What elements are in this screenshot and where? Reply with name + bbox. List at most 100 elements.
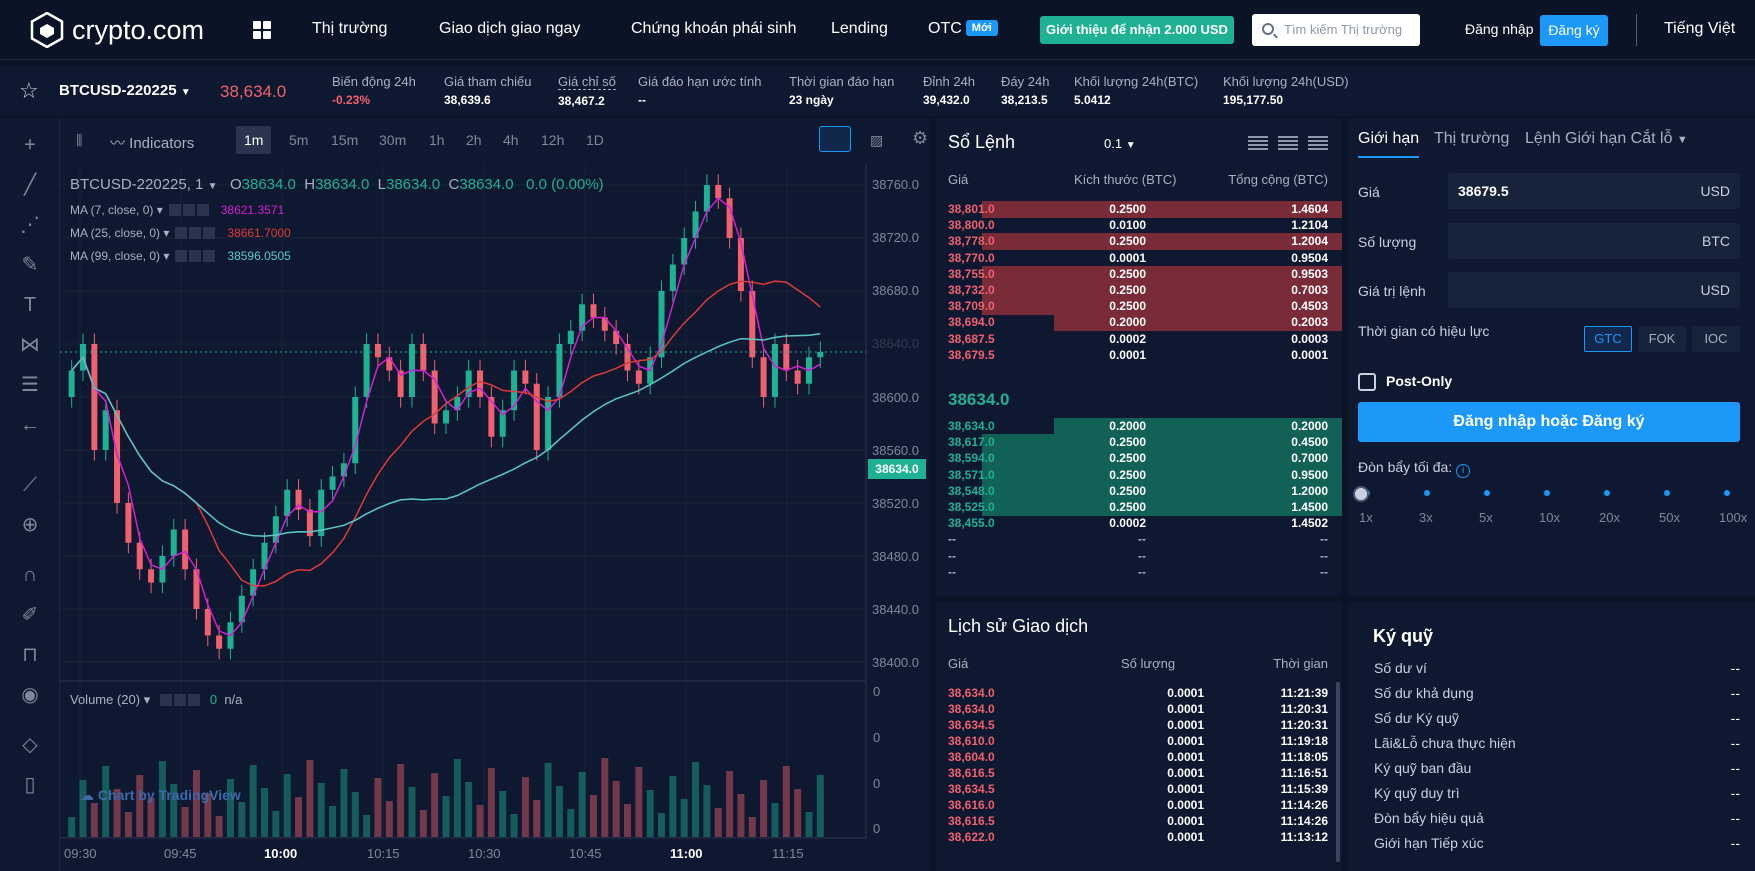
tradingview-chart-icon[interactable] (819, 126, 851, 152)
price-input[interactable]: 38679.5 USD (1448, 173, 1740, 209)
bid-row[interactable]: 38,634.0 0.2000 0.2000 (936, 418, 1342, 435)
text-tool-icon[interactable]: T (23, 294, 37, 316)
bid-row[interactable]: -- -- -- (936, 564, 1342, 581)
leverage-tick[interactable]: 20x (1599, 510, 1620, 525)
leverage-dot[interactable] (1604, 490, 1610, 496)
tab-stop-limit[interactable]: Lệnh Giới hạn Cắt lỗ ▼ (1525, 130, 1688, 148)
ma-99-legend[interactable]: MA (99, close, 0) ▾ 38596.0505 (70, 249, 291, 263)
interval-15m[interactable]: 15m (331, 132, 359, 148)
nav-item-lending[interactable]: Lending (831, 20, 888, 37)
leverage-tick[interactable]: 1x (1359, 510, 1373, 525)
settings-gear-icon[interactable]: ⚙ (912, 128, 929, 148)
order-value-input[interactable]: USD (1448, 272, 1740, 308)
leverage-dot[interactable] (1484, 490, 1490, 496)
fib-icon[interactable]: ⋰ (20, 214, 40, 236)
book-asks-icon[interactable] (1278, 136, 1298, 150)
bid-row[interactable]: 38,594.0 0.2500 0.7000 (936, 450, 1342, 468)
trash-icon[interactable]: ▯ (24, 774, 36, 796)
leverage-dot[interactable] (1724, 490, 1730, 496)
language-selector[interactable]: Tiếng Việt (1664, 20, 1736, 37)
favorite-star-icon[interactable]: ☆ (19, 78, 39, 103)
bid-row[interactable]: 38,455.0 0.0002 1.4502 (936, 515, 1342, 532)
signup-button[interactable]: Đăng ký (1540, 15, 1608, 46)
eye-icon[interactable]: ◉ (21, 684, 39, 706)
apps-grid-icon[interactable] (253, 21, 271, 39)
leverage-dot[interactable] (1424, 490, 1430, 496)
leverage-knob[interactable] (1353, 486, 1369, 502)
ma-7-legend[interactable]: MA (7, close, 0) ▾ 38621.3571 (70, 203, 285, 217)
login-link[interactable]: Đăng nhập (1465, 21, 1534, 37)
tif-fok-button[interactable]: FOK (1638, 326, 1686, 352)
candlestick-chart[interactable] (0, 118, 930, 871)
referral-promo-button[interactable]: Giới thiệu để nhận 2.000 USD (1040, 16, 1234, 44)
indicators-button[interactable]: 〰 Indicators (110, 132, 194, 153)
ask-row[interactable]: 38,709.0 0.2500 0.4503 (936, 298, 1342, 316)
bid-row[interactable]: 38,548.0 0.2500 1.2000 (936, 482, 1342, 500)
leverage-tick[interactable]: 10x (1539, 510, 1560, 525)
tif-ioc-button[interactable]: IOC (1692, 326, 1740, 352)
ask-row[interactable]: 38,800.0 0.0100 1.2104 (936, 217, 1342, 234)
tif-gtc-button[interactable]: GTC (1584, 326, 1632, 352)
precision-selector[interactable]: 0.1 ▼ (1104, 136, 1136, 151)
bid-row[interactable]: -- -- -- (936, 548, 1342, 565)
ask-row[interactable]: 38,694.0 0.2000 0.2003 (936, 314, 1342, 332)
leverage-tick[interactable]: 5x (1479, 510, 1493, 525)
leverage-tick[interactable]: 50x (1659, 510, 1680, 525)
ask-row[interactable]: 38,687.5 0.0002 0.0003 (936, 331, 1342, 348)
ask-row[interactable]: 38,679.5 0.0001 0.0001 (936, 347, 1342, 364)
zoom-in-icon[interactable]: ⊕ (21, 514, 39, 536)
chevron-down-icon[interactable]: ▼ (207, 181, 218, 192)
ask-row[interactable]: 38,755.0 0.2500 0.9503 (936, 265, 1342, 283)
post-only-checkbox[interactable] (1358, 373, 1376, 391)
instrument-selector[interactable]: BTCUSD-220225 ▼ (59, 82, 191, 99)
ask-row[interactable]: 38,801.0 0.2500 1.4604 (936, 201, 1342, 218)
tradingview-attribution[interactable]: ☁ Chart by TradingView (80, 787, 241, 804)
quantity-input[interactable]: BTC (1448, 223, 1740, 259)
interval-30m[interactable]: 30m (379, 132, 407, 148)
market-search-input[interactable]: Tìm kiếm Thị trường (1252, 14, 1420, 46)
trend-line-icon[interactable]: ╱ (23, 174, 37, 196)
lock-draw-icon[interactable]: ✐ (21, 604, 39, 626)
ask-row[interactable]: 38,732.0 0.2500 0.7003 (936, 282, 1342, 299)
interval-2h[interactable]: 2h (466, 132, 482, 148)
tab-market[interactable]: Thị trường (1434, 130, 1510, 147)
bid-row[interactable]: 38,617.0 0.2500 0.4500 (936, 434, 1342, 452)
volume-legend[interactable]: Volume (20) ▾ 0 n/a (70, 692, 243, 707)
leverage-tick[interactable]: 3x (1419, 510, 1433, 525)
layers-icon[interactable]: ◇ (22, 734, 38, 756)
magnet-icon[interactable]: ∩ (22, 564, 38, 586)
interval-1d[interactable]: 1D (586, 132, 604, 148)
stat-index-price[interactable]: Giá chỉ số 38,467.2 (558, 74, 616, 108)
interval-5m[interactable]: 5m (289, 132, 309, 148)
tab-limit[interactable]: Giới hạn (1358, 130, 1420, 147)
brush-icon[interactable]: ✎ (21, 254, 39, 276)
ask-row[interactable]: 38,770.0 0.0001 0.9504 (936, 250, 1342, 267)
bid-row[interactable]: 38,525.0 0.2500 1.4500 (936, 499, 1342, 516)
ma-25-legend[interactable]: MA (25, close, 0) ▾ 38661.7000 (70, 226, 291, 240)
leverage-dot[interactable] (1664, 490, 1670, 496)
book-both-icon[interactable] (1248, 136, 1268, 150)
interval-12h[interactable]: 12h (541, 132, 565, 148)
nav-item-derivatives[interactable]: Chứng khoán phái sinh (631, 20, 797, 37)
interval-1m[interactable]: 1m (236, 126, 272, 154)
nav-item-market[interactable]: Thị trường (312, 20, 388, 37)
crosshair-icon[interactable]: + (24, 134, 36, 156)
leverage-dot[interactable] (1544, 490, 1550, 496)
nav-item-otc[interactable]: OTC Mới (928, 20, 998, 38)
candle-type-icon[interactable]: ⫼ (76, 132, 83, 148)
back-arrow-icon[interactable]: ← (20, 414, 40, 436)
pattern-icon[interactable]: ⋈ (20, 334, 40, 356)
info-icon[interactable]: i (1456, 464, 1471, 478)
leverage-tick[interactable]: 100x (1719, 510, 1748, 525)
history-scrollbar[interactable] (1336, 682, 1340, 862)
lock-icon[interactable]: ⊓ (22, 644, 38, 666)
interval-4h[interactable]: 4h (503, 132, 519, 148)
login-or-signup-button[interactable]: Đăng nhập hoặc Đăng ký (1358, 402, 1740, 442)
ruler-icon[interactable]: ⟋ (23, 474, 37, 496)
nav-item-spot[interactable]: Giao dịch giao ngay (439, 20, 581, 37)
prediction-icon[interactable]: ☰ (21, 374, 39, 396)
depth-chart-icon[interactable]: ▨ (870, 132, 884, 148)
interval-1h[interactable]: 1h (429, 132, 445, 148)
ask-row[interactable]: 38,778.0 0.2500 1.2004 (936, 233, 1342, 251)
book-bids-icon[interactable] (1308, 136, 1328, 150)
